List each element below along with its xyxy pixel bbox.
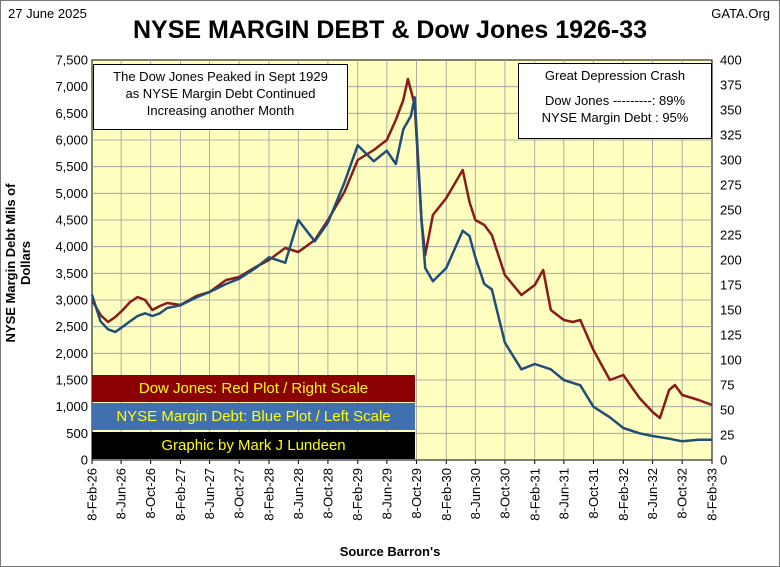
annotation-line: Increasing another Month: [94, 102, 347, 119]
y-tick-label-left: 7,000: [55, 79, 88, 94]
y-tick-label-right: 75: [720, 378, 734, 393]
x-tick-label: 8-Oct-29: [409, 468, 424, 519]
y-tick-label-left: 1,500: [55, 373, 88, 388]
x-tick-label: 8-Oct-26: [143, 468, 158, 519]
y-tick-label-left: 7,500: [55, 53, 88, 68]
y-tick-label-left: 3,000: [55, 293, 88, 308]
legend-dow: Dow Jones: Red Plot / Right Scale: [92, 375, 415, 402]
y-tick-label-right: 375: [720, 78, 742, 93]
legend-margin-debt: NYSE Margin Debt: Blue Plot / Left Scale: [92, 403, 415, 430]
x-tick-label: 8-Feb-32: [616, 468, 631, 521]
y-tick-label-right: 350: [720, 103, 742, 118]
y-tick-label-right: 125: [720, 328, 742, 343]
right-tick-labels: 0 25 50 75 100 125 150 175 200 225 250 275 300 325 350…: [720, 53, 742, 468]
y-tick-label-right: 400: [720, 53, 742, 68]
y-axis-label-left: NYSE Margin Debt Mils of Dollars: [3, 163, 33, 363]
y-tick-label-left: 6,500: [55, 106, 88, 121]
annotation-dow-decline: Dow Jones ---------: 89%: [519, 92, 711, 109]
x-tick-label: 8-Feb-31: [527, 468, 542, 521]
y-tick-label-right: 200: [720, 253, 742, 268]
x-tick-label: 8-Jun-29: [379, 468, 394, 519]
y-tick-label-right: 275: [720, 178, 742, 193]
y-tick-label-left: 4,000: [55, 239, 88, 254]
y-tick-label-right: 0: [720, 453, 727, 468]
y-tick-label-right: 225: [720, 228, 742, 243]
x-tick-label: 8-Jun-30: [468, 468, 483, 519]
legend-credit: Graphic by Mark J Lundeen: [92, 432, 415, 459]
y-tick-label-left: 3,500: [55, 266, 88, 281]
x-tick-label: 8-Jun-26: [114, 468, 129, 519]
y-tick-label-right: 150: [720, 303, 742, 318]
x-tick-label: 8-Oct-31: [586, 468, 601, 519]
x-tick-label: 8-Feb-27: [173, 468, 188, 521]
left-tick-labels: 0 500 1,000 1,500 2,000 2,500 3,000 3,500 4,000 4…: [55, 53, 88, 468]
y-tick-label-left: 5,500: [55, 159, 88, 174]
y-tick-label-right: 100: [720, 353, 742, 368]
y-tick-label-left: 1,000: [55, 399, 88, 414]
x-tick-label: 8-Oct-28: [320, 468, 335, 519]
x-tick-label: 8-Oct-30: [497, 468, 512, 519]
annotation-crash-note: Great Depression Crash Dow Jones -------…: [518, 63, 712, 139]
annotation-line: as NYSE Margin Debt Continued: [94, 85, 347, 102]
x-tick-label: 8-Feb-30: [439, 468, 454, 521]
y-tick-label-left: 500: [66, 426, 88, 441]
x-tick-label: 8-Feb-26: [85, 468, 100, 521]
y-tick-label-left: 2,500: [55, 319, 88, 334]
x-tick-label: 8-Feb-29: [350, 468, 365, 521]
y-tick-label-left: 2,000: [55, 346, 88, 361]
y-tick-label-right: 25: [720, 428, 734, 443]
y-tick-label-left: 5,000: [55, 186, 88, 201]
x-tick-label: 8-Jun-27: [202, 468, 217, 519]
y-tick-label-left: 6,000: [55, 133, 88, 148]
x-tick-label: 8-Jun-32: [645, 468, 660, 519]
x-axis-label: Source Barron's: [0, 544, 780, 559]
y-tick-label-right: 50: [720, 403, 734, 418]
x-tick-labels: 8-Feb-26 8-Jun-26 8-Oct-26 8-Feb-27 8-Jun-27…: [85, 468, 720, 521]
y-tick-label-right: 325: [720, 128, 742, 143]
x-tick-label: 8-Oct-27: [232, 468, 247, 519]
y-tick-label-right: 250: [720, 203, 742, 218]
x-tick-label: 8-Feb-28: [262, 468, 277, 521]
x-tick-label: 8-Jun-28: [291, 468, 306, 519]
annotation-margin-decline: NYSE Margin Debt : 95%: [519, 109, 711, 126]
y-tick-label-right: 300: [720, 153, 742, 168]
annotation-crash-title: Great Depression Crash: [519, 67, 711, 84]
x-tick-label: 8-Feb-33: [705, 468, 720, 521]
x-tick-label: 8-Oct-32: [675, 468, 690, 519]
y-tick-label-left: 4,500: [55, 213, 88, 228]
annotation-peak-note: The Dow Jones Peaked in Sept 1929 as NYS…: [93, 64, 348, 130]
y-tick-label-right: 175: [720, 278, 742, 293]
y-tick-label-left: 0: [81, 453, 88, 468]
x-tick-label: 8-Jun-31: [556, 468, 571, 519]
annotation-line: The Dow Jones Peaked in Sept 1929: [94, 68, 347, 85]
